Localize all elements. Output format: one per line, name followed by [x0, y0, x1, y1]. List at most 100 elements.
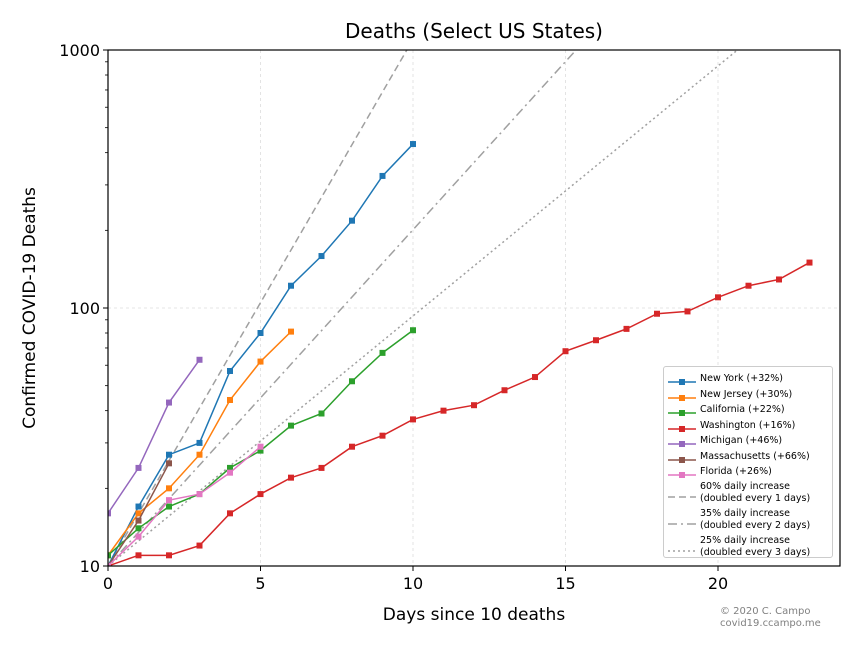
data-point — [108, 563, 111, 566]
data-point — [257, 330, 264, 337]
x-tick-label: 15 — [555, 574, 575, 593]
data-point — [227, 396, 233, 403]
credit-line-2: covid19.ccampo.me — [720, 618, 821, 629]
legend: New York (+32%) New Jersey (+30%) Californ… — [663, 366, 833, 558]
data-point — [471, 402, 477, 409]
data-point — [135, 517, 142, 524]
legend-swatch — [668, 451, 696, 463]
x-tick-label: 5 — [255, 574, 265, 593]
legend-item: 35% daily increase (doubled every 2 days) — [664, 508, 834, 534]
data-point — [166, 485, 172, 492]
legend-label: Michigan (+46%) — [700, 435, 783, 446]
data-point — [593, 337, 599, 344]
data-point — [379, 349, 386, 356]
legend-swatch — [668, 488, 696, 500]
legend-label: (doubled every 2 days) — [700, 519, 811, 531]
legend-label: California (+22%) — [700, 404, 785, 415]
data-point — [318, 464, 325, 471]
data-point — [288, 474, 294, 481]
legend-swatch — [668, 542, 696, 554]
y-tick-label: 10 — [80, 557, 100, 576]
legend-label: 35% daily increase — [700, 507, 790, 519]
data-point — [745, 282, 752, 289]
chart-title: Deaths (Select US States) — [345, 19, 603, 43]
data-point — [501, 387, 508, 394]
data-point — [227, 367, 233, 374]
data-point — [379, 172, 386, 179]
data-point — [379, 432, 386, 439]
legend-swatch — [668, 466, 696, 478]
legend-label: Florida (+26%) — [700, 466, 772, 477]
data-point — [166, 399, 172, 406]
legend-label: 60% daily increase — [700, 480, 790, 492]
data-point — [135, 533, 142, 540]
legend-label: New York (+32%) — [700, 373, 784, 384]
data-point — [257, 358, 264, 365]
data-point — [196, 356, 203, 363]
legend-swatch — [668, 515, 696, 527]
data-point — [318, 410, 325, 417]
credit-line-1: © 2020 C. Campo — [720, 606, 811, 617]
data-point — [623, 325, 630, 332]
series-group — [108, 356, 203, 517]
data-point — [196, 542, 203, 549]
legend-swatch — [668, 404, 696, 416]
data-point — [196, 451, 203, 458]
data-point — [532, 374, 538, 381]
data-point — [257, 491, 264, 498]
x-tick-label: 10 — [403, 574, 423, 593]
data-point — [288, 422, 294, 429]
y-axis-label: Confirmed COVID-19 Deaths — [20, 187, 40, 429]
legend-item: New Jersey (+30%) — [664, 387, 834, 403]
y-axis-ticks: 10 100 1000 — [59, 41, 108, 576]
data-point — [108, 510, 111, 517]
data-point — [349, 217, 355, 224]
legend-label: (doubled every 3 days) — [700, 546, 811, 558]
data-point — [135, 503, 142, 510]
data-point — [108, 552, 111, 559]
x-axis-label: Days since 10 deaths — [383, 605, 566, 625]
credit-text: © 2020 C. Campo covid19.ccampo.me — [720, 606, 821, 630]
legend-item: 25% daily increase (doubled every 3 days) — [664, 535, 834, 561]
legend-label: (doubled every 1 days) — [700, 492, 811, 504]
series-line — [108, 446, 261, 566]
data-point — [349, 443, 355, 450]
legend-item: Michigan (+46%) — [664, 433, 834, 449]
data-point — [410, 141, 416, 148]
data-point — [135, 552, 142, 559]
legend-item: New York (+32%) — [664, 371, 834, 387]
data-point — [166, 503, 172, 510]
data-point — [288, 328, 294, 335]
data-point — [135, 525, 142, 532]
data-point — [196, 439, 203, 446]
legend-label: 25% daily increase — [700, 534, 790, 546]
data-point — [410, 327, 416, 334]
y-tick-label: 100 — [69, 299, 100, 318]
data-point — [776, 276, 782, 283]
series-group — [108, 141, 416, 566]
data-point — [135, 464, 142, 471]
legend-item: California (+22%) — [664, 402, 834, 418]
data-point — [166, 451, 172, 458]
data-point — [227, 510, 233, 517]
data-point — [166, 497, 172, 504]
reference-line — [107, 49, 577, 567]
data-point — [257, 443, 264, 450]
series-lines — [108, 141, 813, 566]
legend-item: 60% daily increase (doubled every 1 days) — [664, 481, 834, 507]
x-tick-label: 20 — [708, 574, 728, 593]
data-point — [410, 416, 416, 423]
reference-line — [107, 49, 738, 567]
data-point — [227, 464, 233, 471]
data-point — [166, 552, 172, 559]
legend-swatch — [668, 373, 696, 385]
legend-label: Washington (+16%) — [700, 419, 796, 431]
x-tick-label: 0 — [103, 574, 113, 593]
data-point — [349, 378, 355, 385]
y-tick-label: 1000 — [59, 41, 100, 60]
reference-lines — [107, 49, 738, 567]
legend-swatch — [668, 435, 696, 447]
data-point — [257, 447, 264, 454]
data-point — [715, 294, 721, 301]
